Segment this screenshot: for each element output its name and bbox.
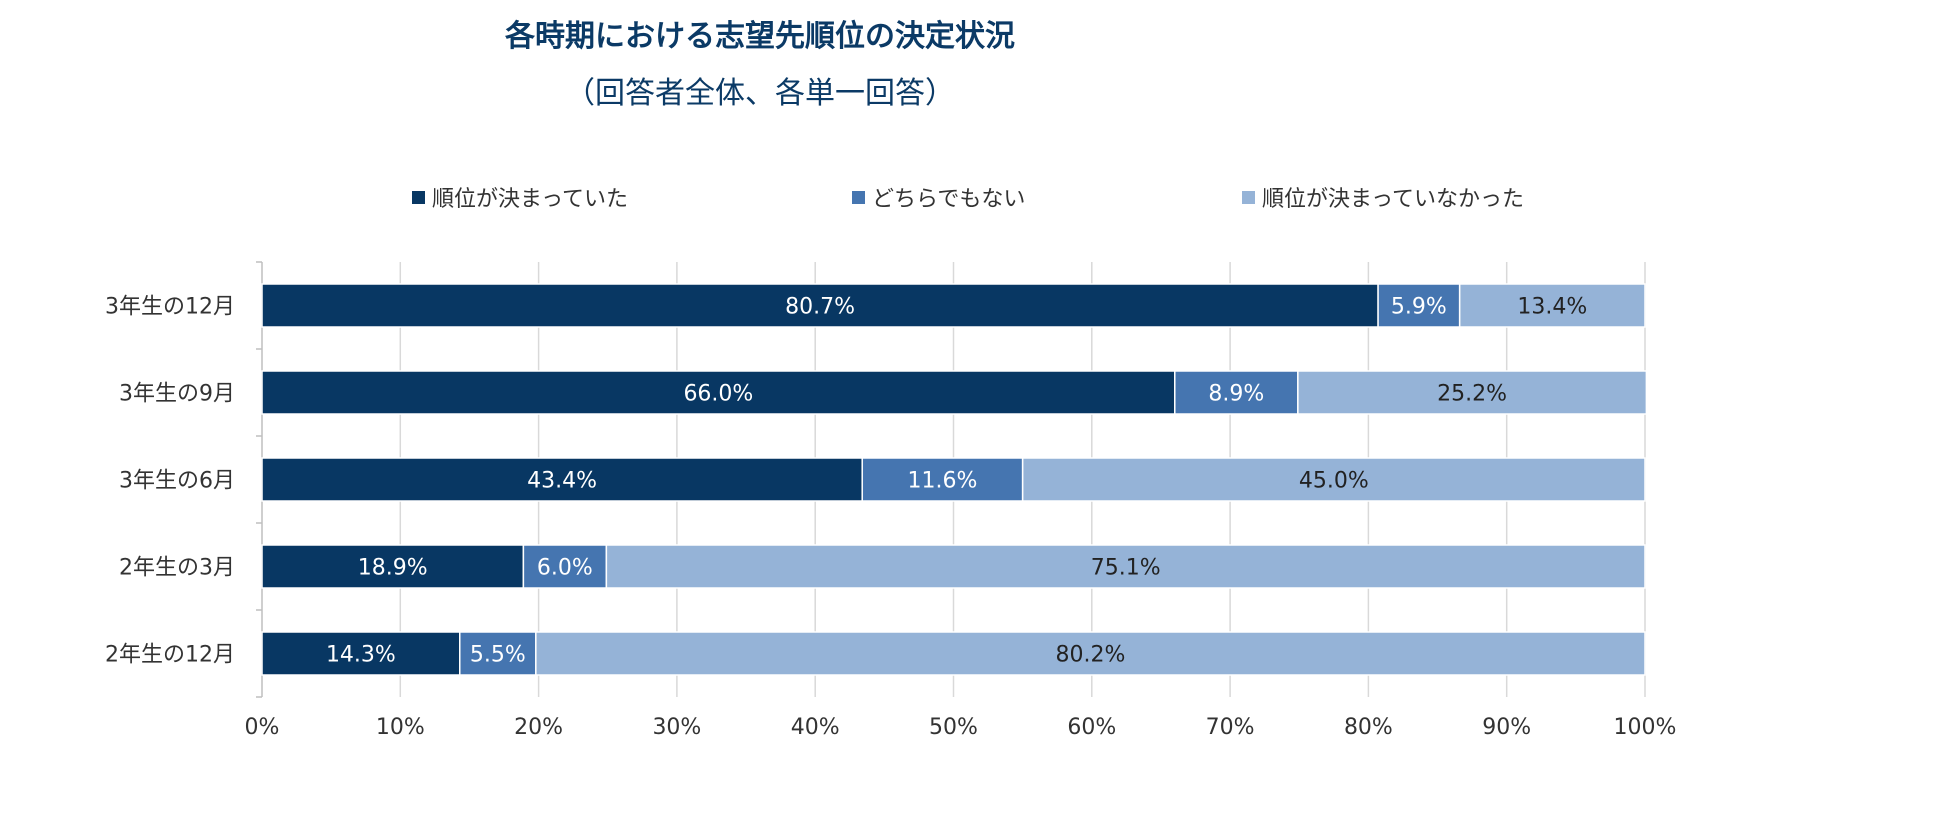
legend-swatch: [1242, 191, 1255, 204]
bar-segment: [1021, 457, 1646, 502]
data-label: 25.2%: [1437, 382, 1507, 407]
chart-subtitle: （回答者全体、各単一回答）: [565, 76, 955, 111]
x-tick-label: 40%: [791, 715, 840, 740]
legend-label: 順位が決まっていなかった: [1262, 187, 1524, 212]
x-tick-label: 20%: [514, 715, 563, 740]
bar-segment: [605, 544, 1646, 589]
bars: [261, 283, 1648, 676]
data-label: 13.4%: [1517, 295, 1587, 320]
x-tick-label: 90%: [1482, 715, 1531, 740]
y-axis: [256, 261, 263, 698]
legend-label: どちらでもない: [872, 187, 1025, 212]
bar-segment: [261, 457, 863, 502]
data-label: 14.3%: [326, 643, 396, 668]
legend-swatch: [852, 191, 865, 204]
bar-segment: [1458, 283, 1646, 328]
data-labels: 80.7% 5.9% 13.4% 66.0% 8.9% 25.2% 43.4% 11.6% 45…: [326, 295, 1587, 668]
data-label: 75.1%: [1091, 556, 1161, 581]
x-tick-label: 60%: [1067, 715, 1116, 740]
data-label: 11.6%: [907, 469, 977, 494]
bar-segment: [535, 631, 1646, 676]
data-label: 5.5%: [470, 643, 526, 668]
bar-segment: [261, 283, 1379, 328]
category-label: 3年生の6月: [119, 469, 235, 494]
data-label: 80.7%: [785, 295, 855, 320]
bar-segment: [1297, 370, 1648, 415]
data-label: 6.0%: [537, 556, 593, 581]
x-tick-label: 30%: [652, 715, 701, 740]
x-tick-labels: 0% 10% 20% 30% 40% 50% 60% 70% 80% 90% 100%: [245, 715, 1677, 740]
category-label: 3年生の12月: [105, 295, 235, 320]
legend: 順位が決まっていた どちらでもない 順位が決まっていなかった: [412, 187, 1524, 212]
data-label: 8.9%: [1208, 382, 1264, 407]
data-label: 45.0%: [1299, 469, 1369, 494]
x-tick-label: 100%: [1614, 715, 1677, 740]
data-label: 5.9%: [1391, 295, 1447, 320]
legend-label: 順位が決まっていた: [432, 187, 628, 212]
bar-segment: [261, 544, 525, 589]
category-label: 2年生の3月: [119, 556, 235, 581]
data-label: 18.9%: [358, 556, 428, 581]
x-tick-label: 50%: [929, 715, 978, 740]
data-label: 66.0%: [683, 382, 753, 407]
category-labels: 3年生の12月 3年生の9月 3年生の6月 2年生の3月 2年生の12月: [105, 295, 235, 668]
bar-segment: [522, 544, 608, 589]
chart-title: 各時期における志望先順位の決定状況: [504, 19, 1015, 54]
category-label: 2年生の12月: [105, 643, 235, 668]
x-tick-label: 70%: [1206, 715, 1255, 740]
x-tick-label: 10%: [376, 715, 425, 740]
category-label: 3年生の9月: [119, 382, 235, 407]
data-label: 43.4%: [527, 469, 597, 494]
legend-swatch: [412, 191, 425, 204]
data-label: 80.2%: [1055, 643, 1125, 668]
x-tick-label: 0%: [245, 715, 280, 740]
x-tick-label: 80%: [1344, 715, 1393, 740]
bar-segment: [861, 457, 1024, 502]
